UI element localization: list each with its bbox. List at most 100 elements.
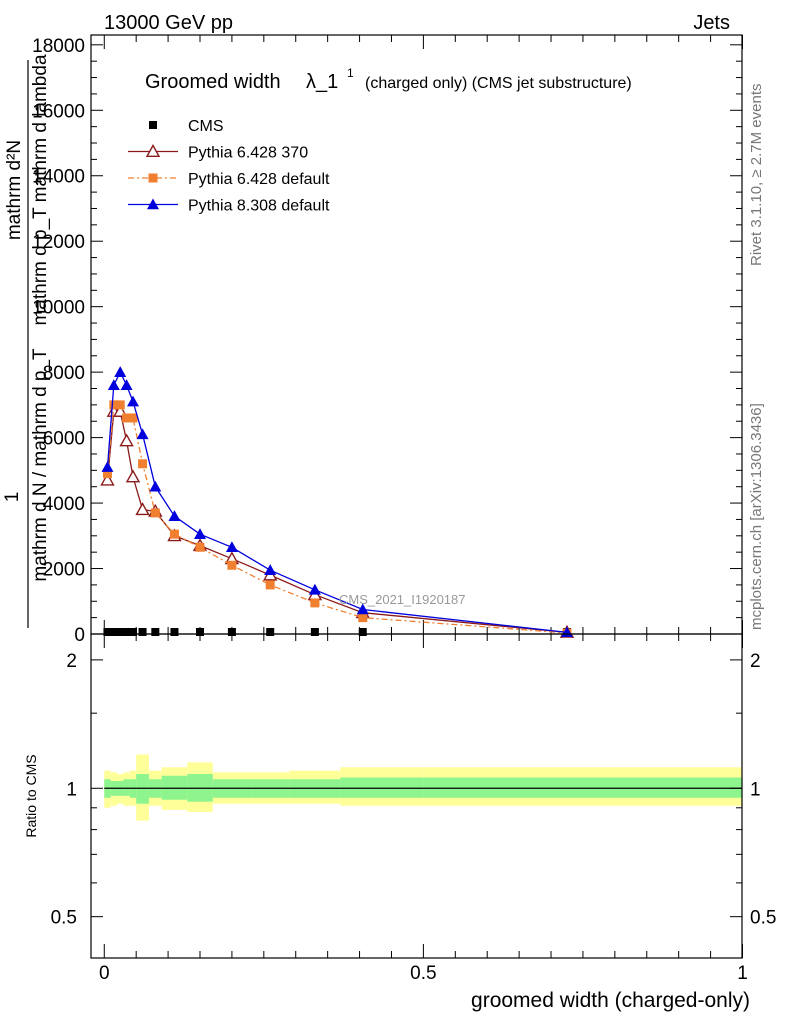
- ratio-y-tick-label: 0.5: [51, 908, 77, 929]
- main-ticks: 0 2000 4000 6000 8000 10000 12000 14000 16000 180…: [32, 35, 743, 646]
- legend-marker: [149, 121, 157, 129]
- data-point: [135, 502, 150, 516]
- y-tick-label: 4000: [43, 494, 85, 515]
- data-point: [128, 413, 138, 423]
- data-point: [109, 628, 118, 636]
- ratio-y-tick-label: 2: [66, 651, 77, 672]
- xlabel: groomed width (charged-only): [471, 989, 750, 1012]
- data-point: [115, 400, 125, 410]
- ratio-y-tick-label-right: 0.5: [750, 908, 776, 929]
- data-point: [194, 528, 206, 539]
- ratio-ylabel: Ratio to CMS: [23, 754, 39, 837]
- y-tick-label: 0: [74, 625, 85, 646]
- chart-title-sup: 1: [347, 66, 354, 80]
- ratio-inner-band: [123, 779, 130, 796]
- data-point: [109, 400, 119, 410]
- legend-entry: CMS: [149, 118, 224, 135]
- ratio-ticks: 0.5 0.5 1 1 2 2 0 0.5 1: [51, 634, 776, 984]
- data-point: [125, 469, 141, 483]
- y-tick-label: 6000: [43, 429, 85, 450]
- data-point: [170, 628, 179, 636]
- legend-entry: Pythia 8.308 default: [128, 198, 330, 215]
- data-point: [120, 379, 133, 391]
- legend-label: CMS: [188, 118, 224, 135]
- legend-label: Pythia 6.428 default: [188, 171, 330, 188]
- data-point: [114, 366, 127, 377]
- series-0: [103, 628, 571, 636]
- y-tick-label: 18000: [32, 36, 85, 57]
- data-point: [266, 628, 275, 636]
- legend-marker: [147, 198, 159, 210]
- y-tick-label: 8000: [43, 363, 85, 384]
- data-point: [227, 560, 237, 570]
- ratio-y-tick-label-right: 1: [750, 779, 761, 800]
- data-point: [358, 613, 368, 623]
- data-point: [136, 428, 149, 440]
- y-tick-label: 2000: [43, 560, 85, 581]
- series-line: [106, 370, 568, 634]
- x-tick-label: 0: [99, 963, 110, 984]
- legend-entry: Pythia 6.428 default: [128, 171, 330, 188]
- data-point: [264, 564, 277, 575]
- ylabel-line-2: mathrm d N / mathrm d p_T: [30, 348, 51, 582]
- legend-marker: [148, 173, 158, 183]
- data-point: [100, 472, 115, 486]
- y-tick-label: 14000: [32, 167, 85, 188]
- chart-title-symbol: λ_1: [306, 71, 338, 93]
- data-point: [107, 379, 120, 391]
- data-point: [150, 508, 160, 518]
- data-point: [128, 628, 137, 636]
- main-panel: 0 2000 4000 6000 8000 10000 12000 14000 16000 180…: [32, 34, 743, 646]
- data-point: [169, 529, 179, 539]
- energy-label: 13000 GeV pp: [104, 12, 233, 34]
- series-1: [100, 403, 575, 638]
- analysis-id: CMS_2021_I1920187: [339, 592, 466, 607]
- series-3: [101, 366, 573, 638]
- mcplots-label: mcplots.cern.ch [arXiv:1306.3436]: [748, 403, 765, 630]
- ylabel-line-4: mathrm d p_T mathrm d lambda: [30, 54, 51, 325]
- data-point: [138, 628, 147, 636]
- ratio-y-tick-label-right: 2: [750, 651, 761, 672]
- legend-marker: [145, 144, 161, 158]
- chart-title-suffix: (charged only) (CMS jet substructure): [365, 75, 632, 92]
- data-point: [151, 628, 160, 636]
- legend-label: Pythia 6.428 370: [188, 145, 308, 162]
- data-point: [196, 628, 204, 636]
- y-tick-label: 12000: [32, 232, 85, 253]
- ratio-bands: [104, 754, 743, 821]
- data-point: [116, 628, 125, 636]
- category-label: Jets: [693, 12, 730, 34]
- ylabel-line-1: 1: [2, 492, 23, 503]
- data-point: [126, 395, 139, 407]
- data-point: [122, 413, 132, 423]
- y-tick-label: 16000: [32, 101, 85, 122]
- data-point: [138, 459, 148, 469]
- main-ylabel: 1 mathrm d N / mathrm d p_T mathrm d²N m…: [2, 54, 51, 628]
- legend-entry: Pythia 6.428 370: [128, 144, 308, 162]
- ratio-y-tick-label: 1: [66, 779, 77, 800]
- data-point: [358, 628, 367, 636]
- ylabel-line-3: mathrm d²N: [4, 140, 25, 240]
- y-tick-label: 10000: [32, 298, 85, 319]
- ratio-panel: 0.5 0.5 1 1 2 2 0 0.5 1: [51, 633, 776, 984]
- chart-title: Groomed width λ_1 1 (charged only) (CMS …: [145, 66, 632, 93]
- data-point: [308, 583, 321, 595]
- data-point: [149, 480, 162, 492]
- data-point: [101, 461, 114, 472]
- chart-title-text: Groomed width: [145, 71, 281, 93]
- legend: CMS Pythia 6.428 370 Pythia 6.428 default P…: [128, 118, 330, 215]
- data-point: [356, 603, 369, 615]
- data-point: [119, 433, 134, 447]
- data-point: [103, 628, 112, 636]
- data-point: [168, 510, 181, 521]
- data-point: [122, 628, 131, 636]
- data-point: [195, 542, 205, 552]
- legend-label: Pythia 8.308 default: [188, 198, 330, 215]
- data-point: [227, 628, 236, 636]
- rivet-label: Rivet 3.1.10, ≥ 2.7M events: [748, 84, 765, 267]
- x-tick-label: 0.5: [410, 963, 436, 984]
- main-series-group: [100, 366, 575, 638]
- data-point: [102, 469, 112, 479]
- data-point: [225, 541, 238, 553]
